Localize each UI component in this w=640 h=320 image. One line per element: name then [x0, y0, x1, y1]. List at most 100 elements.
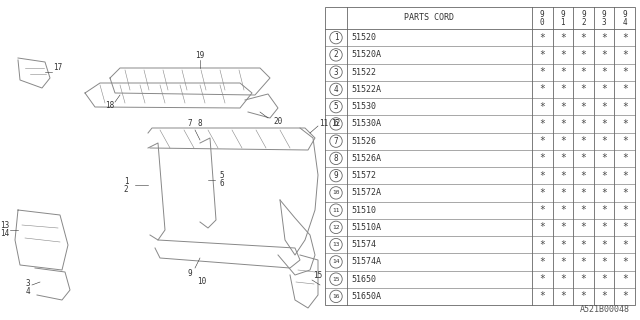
Text: *: *	[540, 274, 545, 284]
Text: *: *	[580, 153, 586, 164]
Text: *: *	[622, 171, 628, 180]
Text: *: *	[560, 33, 566, 43]
Text: *: *	[580, 102, 586, 112]
Text: 1: 1	[333, 33, 339, 42]
Text: 18: 18	[106, 101, 115, 110]
Text: 10: 10	[332, 190, 340, 196]
Text: 8: 8	[333, 154, 339, 163]
Text: 11: 11	[332, 208, 340, 212]
Text: *: *	[560, 222, 566, 232]
Text: 51510A: 51510A	[351, 223, 381, 232]
Text: 51650A: 51650A	[351, 292, 381, 301]
Text: *: *	[560, 136, 566, 146]
Text: *: *	[622, 274, 628, 284]
Text: *: *	[601, 102, 607, 112]
Text: 4: 4	[26, 286, 30, 295]
Text: 10: 10	[197, 277, 207, 286]
Text: *: *	[580, 50, 586, 60]
Text: 20: 20	[273, 117, 283, 126]
Text: A521B00048: A521B00048	[580, 305, 630, 314]
Text: 7: 7	[333, 137, 339, 146]
Text: 6: 6	[333, 119, 339, 128]
Text: *: *	[622, 50, 628, 60]
Text: *: *	[540, 84, 545, 94]
Text: 51526A: 51526A	[351, 154, 381, 163]
Text: *: *	[560, 205, 566, 215]
Text: 51650: 51650	[351, 275, 376, 284]
Text: PARTS CORD: PARTS CORD	[403, 13, 454, 22]
Text: 2: 2	[333, 50, 339, 60]
Text: 9: 9	[622, 10, 627, 19]
Text: *: *	[580, 222, 586, 232]
Text: 51520A: 51520A	[351, 50, 381, 60]
Text: 4: 4	[333, 85, 339, 94]
Text: *: *	[601, 171, 607, 180]
Text: 51574: 51574	[351, 240, 376, 249]
Text: 51530A: 51530A	[351, 119, 381, 128]
Text: *: *	[622, 205, 628, 215]
Text: 51574A: 51574A	[351, 257, 381, 266]
Text: 13: 13	[1, 221, 10, 230]
Text: 2: 2	[581, 18, 586, 27]
Text: 3: 3	[26, 278, 30, 287]
Text: *: *	[540, 222, 545, 232]
Text: 51522A: 51522A	[351, 85, 381, 94]
Text: 3: 3	[602, 18, 607, 27]
Text: *: *	[540, 33, 545, 43]
Text: *: *	[601, 136, 607, 146]
Text: *: *	[580, 84, 586, 94]
Text: 14: 14	[1, 229, 10, 238]
Text: *: *	[622, 153, 628, 164]
Text: 2: 2	[124, 186, 128, 195]
Text: 17: 17	[53, 63, 63, 73]
Text: *: *	[540, 119, 545, 129]
Text: 51572A: 51572A	[351, 188, 381, 197]
Text: 13: 13	[332, 242, 340, 247]
Text: *: *	[540, 50, 545, 60]
Text: 4: 4	[622, 18, 627, 27]
Text: *: *	[601, 50, 607, 60]
Text: *: *	[560, 153, 566, 164]
Text: 1: 1	[124, 178, 128, 187]
Text: *: *	[560, 188, 566, 198]
Text: *: *	[560, 292, 566, 301]
Text: *: *	[580, 67, 586, 77]
Text: 51526: 51526	[351, 137, 376, 146]
Text: *: *	[622, 33, 628, 43]
Text: 1: 1	[561, 18, 565, 27]
Text: *: *	[622, 102, 628, 112]
Text: *: *	[601, 84, 607, 94]
Text: 9: 9	[333, 171, 339, 180]
Text: *: *	[601, 67, 607, 77]
Text: *: *	[560, 274, 566, 284]
Text: *: *	[622, 119, 628, 129]
Text: *: *	[560, 171, 566, 180]
Text: *: *	[540, 292, 545, 301]
Text: *: *	[622, 136, 628, 146]
Text: 0: 0	[540, 18, 545, 27]
Text: 9: 9	[561, 10, 565, 19]
Bar	[325, 7, 635, 305]
Text: *: *	[622, 292, 628, 301]
Text: *: *	[540, 240, 545, 250]
Text: *: *	[622, 188, 628, 198]
Text: 15: 15	[332, 276, 340, 282]
Text: *: *	[560, 50, 566, 60]
Text: *: *	[580, 119, 586, 129]
Text: *: *	[540, 153, 545, 164]
Text: *: *	[560, 84, 566, 94]
Text: *: *	[580, 240, 586, 250]
Text: *: *	[601, 292, 607, 301]
Text: *: *	[601, 205, 607, 215]
Text: 5: 5	[333, 102, 339, 111]
Text: *: *	[560, 102, 566, 112]
Text: *: *	[540, 205, 545, 215]
Text: 5: 5	[220, 172, 224, 180]
Text: 51520: 51520	[351, 33, 376, 42]
Text: *: *	[540, 136, 545, 146]
Text: *: *	[580, 33, 586, 43]
Text: *: *	[601, 153, 607, 164]
Text: 51572: 51572	[351, 171, 376, 180]
Text: 11: 11	[319, 118, 328, 127]
Text: 15: 15	[314, 270, 323, 279]
